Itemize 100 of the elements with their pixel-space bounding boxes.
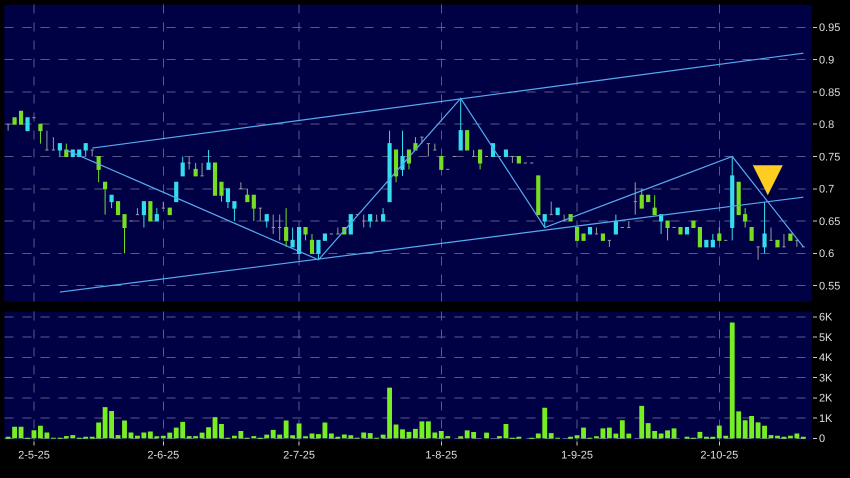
candlestick [38,124,43,144]
y-tick-label: 1K [818,412,834,425]
candlestick [271,214,276,234]
candlestick [284,208,288,248]
y-tick-label: 3K [818,372,834,384]
y-tick-label: 0.7 [818,184,834,196]
candlestick [154,208,159,222]
candlestick [633,182,638,216]
candlestick [420,136,424,144]
candlestick [678,227,683,234]
candlestick [562,214,566,222]
candlestick [762,201,767,254]
candlestick [336,227,340,234]
candlestick [245,188,250,202]
candlestick [717,227,722,241]
bar [70,435,76,438]
candlestick [238,182,243,190]
candlestick [775,240,780,248]
bar [361,432,366,438]
candlestick [174,182,178,202]
x-tick-label: 1-9-25 [561,450,593,462]
candlestick [472,150,476,157]
candlestick [135,208,140,216]
candlestick [730,156,734,241]
candlestick [44,130,49,151]
candlestick [665,220,670,241]
candlestick [219,182,224,202]
candlestick [750,227,754,241]
candlestick [310,233,314,254]
bar [484,432,489,438]
candlestick [316,240,321,260]
y-tick-label: 0.8 [818,119,834,132]
x-tick-label: 2-6-25 [147,450,180,462]
candlestick [194,162,198,176]
candlestick [96,156,101,183]
y-tick-label: 0.6 [818,248,834,260]
candlestick [116,201,120,216]
candlestick [594,227,599,234]
candlestick [252,194,256,222]
candlestick [362,214,366,228]
candlestick [698,227,702,248]
bar [626,434,632,438]
candlestick [12,117,17,125]
bar [536,433,541,438]
candlestick [710,233,715,248]
y-tick-label: 0.85 [818,86,840,99]
y-tick-label: 0.9 [818,54,834,66]
x-tick-label: 2-7-25 [283,450,315,462]
candlestick [574,227,580,241]
y-tick-label: 0.95 [818,22,840,34]
y-tick-label: 0.75 [818,151,840,164]
bar [167,432,172,438]
candlestick [180,156,185,176]
bar [723,436,728,438]
candlestick [348,214,353,234]
candlestick [368,214,372,228]
y-tick-label: 5K [818,332,834,344]
x-tick-label: 2-5-25 [18,450,50,462]
bar [639,406,644,438]
candlestick [290,227,295,248]
candlestick [743,208,748,228]
y-tick-label: 6K [818,312,834,324]
candlestick [161,201,166,209]
candlestick [200,162,204,176]
candlestick [736,182,741,216]
candlestick [691,220,696,228]
candlestick [510,156,514,164]
candlestick [6,124,10,132]
bar [174,428,179,438]
candlestick [64,143,68,157]
candlestick [536,175,540,216]
candlestick [394,150,398,183]
candlestick [374,214,379,222]
y-tick-label: 0.55 [818,280,840,292]
candlestick [439,156,444,170]
candlestick [768,227,774,241]
candlestick [212,162,218,196]
y-tick-label: 0.65 [818,216,840,228]
candlestick [148,201,152,222]
candlestick [549,201,554,216]
candlestick [387,130,392,202]
candlestick [614,214,618,234]
candlestick [794,240,799,248]
y-tick-label: 0 [818,433,826,446]
candlestick [206,150,211,170]
candlestick [18,110,24,125]
bar [264,434,270,438]
candlestick [109,194,114,209]
candlestick [296,227,302,260]
candlestick [278,214,282,241]
candlestick [504,150,508,157]
candlestick [684,227,690,234]
candlestick [58,143,62,157]
bar [348,435,354,438]
candlestick [381,208,386,222]
candlestick [607,240,612,248]
y-tick-label: 2K [818,392,834,405]
candlestick [458,98,463,151]
candlestick [187,156,192,170]
candlestick [588,227,592,234]
